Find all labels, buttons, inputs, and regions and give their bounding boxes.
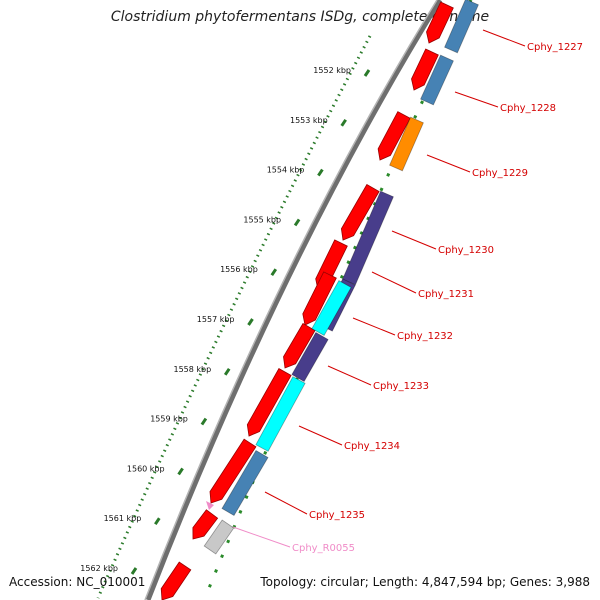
forward-gene-arrow[interactable] — [302, 271, 337, 326]
gene-label-leader-cphy-1235 — [264, 491, 308, 515]
gene-bar-cphy-r0055[interactable] — [203, 519, 235, 555]
topology-text: Topology: circular; Length: 4,847,594 bp… — [260, 575, 590, 589]
ruler-label-1554-kbp: 1554 kbp — [267, 166, 305, 175]
accession-text: Accession: NC_010001 — [9, 575, 146, 589]
gene-bar-cphy-1229[interactable] — [389, 116, 424, 172]
gene-label-leader-cphy-1230 — [391, 230, 437, 250]
gene-bar-cphy-1232[interactable] — [311, 280, 352, 336]
forward-gene-arrow[interactable] — [246, 368, 292, 437]
ruler-label-1553-kbp: 1553 kbp — [290, 116, 328, 125]
gene-bar-cphy-1230[interactable] — [342, 190, 394, 286]
forward-gene-arrow[interactable] — [192, 509, 219, 540]
ruler-label-1560-kbp: 1560 kbp — [127, 464, 165, 473]
gene-label-leader-cphy-1228 — [454, 91, 499, 108]
gene-label-cphy-1230[interactable]: Cphy_1230 — [438, 245, 494, 256]
ruler-label-1556-kbp: 1556 kbp — [220, 265, 258, 274]
forward-gene-arrow[interactable] — [209, 438, 257, 504]
forward-strand-genes — [160, 1, 454, 600]
ruler-tick — [154, 517, 161, 526]
gene-bar-cphy-1227[interactable] — [444, 0, 479, 54]
gene-label-cphy-1233[interactable]: Cphy_1233 — [373, 381, 429, 392]
gene-labels: Cphy_1227 Cphy_1228 Cphy_1229 Cphy_1230 Cphy… — [232, 29, 583, 554]
genome-backbone-highlight — [144, 0, 438, 600]
ruler-tick — [363, 69, 371, 77]
forward-gene-arrow[interactable] — [160, 561, 192, 600]
ruler-tick — [130, 567, 138, 575]
ruler-tick — [270, 268, 278, 277]
forward-gene-arrow[interactable] — [377, 111, 411, 161]
gene-label-leader-cphy-1232 — [352, 317, 396, 336]
gene-label-cphy-1227[interactable]: Cphy_1227 — [527, 42, 583, 53]
gene-label-cphy-1229[interactable]: Cphy_1229 — [472, 168, 528, 179]
gene-label-cphy-1234[interactable]: Cphy_1234 — [344, 441, 400, 452]
reverse-strand-genes — [203, 0, 479, 555]
ruler-label-1561-kbp: 1561 kbp — [104, 514, 142, 523]
ruler-dotted-line — [96, 35, 372, 599]
gene-label-leader-cphy-1233 — [327, 365, 372, 386]
gene-label-cphy-1231[interactable]: Cphy_1231 — [418, 289, 474, 300]
ruler-tick — [247, 318, 254, 326]
gene-label-cphy-1235[interactable]: Cphy_1235 — [309, 510, 365, 521]
ruler-tick — [340, 118, 347, 127]
forward-gene-arrow[interactable] — [411, 48, 439, 91]
ruler-tick — [317, 168, 324, 177]
ruler-label-1559-kbp: 1559 kbp — [150, 415, 188, 424]
forward-gene-arrow[interactable] — [340, 183, 380, 241]
ruler-tick — [293, 218, 301, 227]
gene-label-leader-cphy-1234 — [298, 425, 343, 446]
ruler-label-1558-kbp: 1558 kbp — [173, 365, 211, 374]
ruler-tick — [177, 467, 184, 476]
ruler-label-1562-kbp: 1562 kbp — [80, 564, 118, 573]
reverse-strand-ticks — [203, 0, 473, 599]
gene-label-cphy-1228[interactable]: Cphy_1228 — [500, 103, 556, 114]
ruler-tick — [200, 417, 208, 426]
gene-label-leader-cphy-r0055 — [232, 526, 291, 548]
gene-label-cphy-r0055[interactable]: Cphy_R0055 — [292, 543, 355, 554]
ruler-label-1557-kbp: 1557 kbp — [197, 315, 235, 324]
ruler-track: 1552 kbp 1553 kbp 1554 kbp 1555 kbp 1556 kbp… — [80, 35, 372, 599]
gene-label-leader-cphy-1229 — [426, 154, 471, 173]
gene-bar-cphy-1233[interactable] — [291, 331, 329, 383]
gene-label-leader-cphy-1227 — [482, 29, 526, 47]
ruler-tick — [223, 367, 231, 376]
ruler-label-1552-kbp: 1552 kbp — [313, 66, 351, 75]
forward-gene-arrow[interactable] — [283, 322, 316, 369]
genome-backbone — [145, 0, 443, 600]
gene-label-leader-cphy-1231 — [371, 271, 417, 294]
gene-bar-cphy-1234[interactable] — [255, 376, 306, 452]
rna-marker-icon — [206, 501, 214, 510]
ruler-label-1555-kbp: 1555 kbp — [243, 215, 281, 224]
gene-bar-cphy-1228[interactable] — [420, 54, 454, 106]
gene-label-cphy-1232[interactable]: Cphy_1232 — [397, 331, 453, 342]
map-title: Clostridium phytofermentans ISDg, comple… — [110, 9, 490, 25]
gene-bar-cphy-1235[interactable] — [221, 449, 269, 517]
forward-gene-arrow[interactable] — [426, 1, 454, 44]
